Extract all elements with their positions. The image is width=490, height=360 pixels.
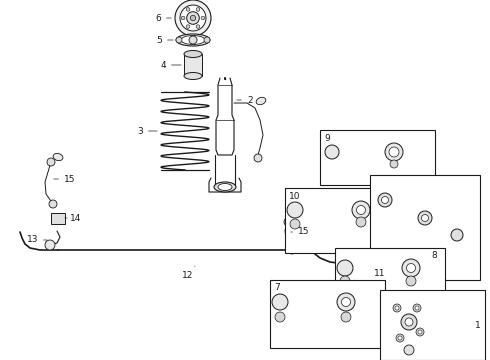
Bar (370, 175, 480, 280)
Circle shape (288, 246, 296, 254)
Text: 10: 10 (289, 192, 300, 201)
Circle shape (340, 276, 350, 286)
Text: 1: 1 (475, 320, 481, 329)
Text: 13: 13 (26, 235, 47, 244)
Ellipse shape (256, 97, 266, 105)
Circle shape (418, 330, 422, 334)
Ellipse shape (214, 182, 236, 192)
Text: 5: 5 (156, 36, 173, 45)
Circle shape (405, 318, 413, 326)
Circle shape (404, 345, 414, 355)
Bar (335, 248, 445, 313)
Text: 3: 3 (137, 126, 157, 135)
Bar (285, 188, 400, 253)
Bar (320, 130, 435, 185)
Circle shape (275, 312, 285, 322)
Bar (51, 213, 65, 224)
Circle shape (407, 264, 416, 273)
Text: 14: 14 (65, 213, 81, 222)
Circle shape (382, 197, 389, 203)
Circle shape (342, 297, 350, 306)
Circle shape (186, 25, 190, 28)
Circle shape (385, 143, 403, 161)
Text: 8: 8 (431, 252, 437, 261)
Text: 7: 7 (274, 284, 280, 292)
Circle shape (357, 206, 366, 215)
Ellipse shape (53, 153, 63, 161)
Circle shape (378, 193, 392, 207)
Circle shape (413, 304, 421, 312)
Circle shape (402, 259, 420, 277)
Circle shape (390, 160, 398, 168)
Circle shape (196, 25, 200, 28)
Circle shape (204, 37, 210, 43)
Circle shape (49, 200, 57, 208)
Text: 11: 11 (374, 270, 386, 279)
Circle shape (290, 219, 300, 229)
Circle shape (254, 154, 262, 162)
Ellipse shape (184, 50, 202, 58)
Circle shape (415, 260, 431, 276)
Circle shape (389, 147, 399, 157)
Circle shape (395, 306, 399, 310)
Circle shape (401, 314, 417, 330)
Circle shape (175, 0, 211, 36)
Circle shape (415, 306, 419, 310)
Circle shape (325, 145, 339, 159)
Circle shape (45, 240, 55, 250)
Circle shape (186, 8, 190, 11)
Circle shape (284, 218, 292, 226)
Circle shape (180, 5, 206, 31)
Text: 12: 12 (182, 266, 195, 280)
Text: 2: 2 (237, 95, 253, 104)
Circle shape (181, 16, 185, 20)
Text: 6: 6 (155, 14, 171, 23)
Circle shape (272, 294, 288, 310)
Circle shape (398, 336, 402, 340)
Text: 4: 4 (160, 60, 181, 69)
Bar (380, 290, 485, 360)
Circle shape (47, 158, 55, 166)
Text: 15: 15 (54, 175, 75, 184)
Bar (184, 54, 202, 76)
Circle shape (416, 328, 424, 336)
Circle shape (352, 201, 370, 219)
Circle shape (187, 12, 199, 24)
Circle shape (196, 8, 200, 11)
Ellipse shape (184, 72, 202, 80)
Circle shape (451, 229, 463, 241)
Circle shape (421, 215, 428, 221)
Circle shape (418, 211, 432, 225)
Circle shape (337, 293, 355, 311)
Bar (270, 280, 385, 348)
Circle shape (189, 36, 197, 44)
Circle shape (419, 264, 427, 272)
Circle shape (287, 202, 303, 218)
Circle shape (406, 276, 416, 286)
Ellipse shape (181, 36, 205, 45)
Circle shape (201, 16, 205, 20)
Text: 9: 9 (324, 134, 330, 143)
Ellipse shape (176, 34, 210, 46)
Circle shape (396, 334, 404, 342)
Circle shape (393, 304, 401, 312)
Ellipse shape (218, 184, 232, 190)
Circle shape (190, 15, 196, 21)
Circle shape (337, 260, 353, 276)
Circle shape (356, 217, 366, 227)
Circle shape (341, 312, 351, 322)
Circle shape (176, 37, 182, 43)
Text: 15: 15 (291, 228, 310, 237)
